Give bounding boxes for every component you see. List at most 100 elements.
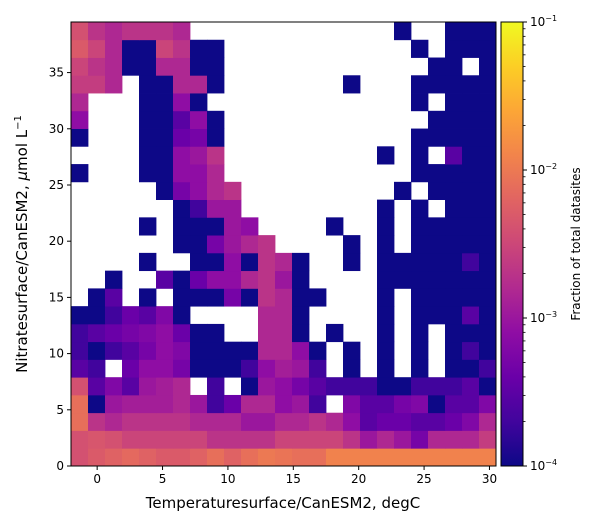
heatmap-cell [309, 430, 327, 449]
heatmap-cell [71, 430, 89, 449]
heatmap-cell [275, 288, 293, 307]
heatmap-cell [428, 181, 446, 200]
heatmap-cell [445, 217, 463, 236]
heatmap-cell [428, 57, 446, 76]
heatmap-cell [241, 448, 259, 467]
heatmap-cell [156, 448, 174, 467]
heatmap-cell [207, 57, 225, 76]
heatmap-cell [173, 39, 191, 58]
heatmap-cell [258, 252, 276, 272]
heatmap-cell [71, 75, 89, 94]
heatmap-cell [479, 394, 497, 414]
heatmap-cell [326, 448, 344, 467]
heatmap-cell [224, 217, 242, 236]
heatmap-cell [105, 75, 123, 94]
heatmap-cell [428, 412, 446, 431]
heatmap-cell [462, 199, 480, 218]
heatmap-cell [190, 110, 208, 129]
heatmap-cell [139, 217, 157, 236]
heatmap-cell [462, 181, 480, 200]
heatmap-cell [241, 359, 259, 378]
heatmap-cell [173, 306, 191, 325]
heatmap-cell [224, 235, 242, 254]
heatmap-cell [207, 39, 225, 58]
heatmap-cell [479, 110, 497, 129]
colorbar-label: Fraction of total datasites [569, 167, 583, 320]
heatmap-cell [309, 412, 327, 431]
heatmap-cell [139, 412, 157, 431]
heatmap-cell [190, 394, 208, 414]
heatmap-cell [326, 323, 344, 343]
heatmap-cell [156, 377, 174, 396]
heatmap-cell [139, 323, 157, 343]
y-axis: 0 5 10 15 20 25 30 35 [49, 66, 71, 473]
heatmap-cell [207, 270, 225, 289]
heatmap-cell [139, 377, 157, 396]
heatmap-cell [207, 359, 225, 378]
heatmap-cell [479, 146, 497, 165]
heatmap-cell [445, 75, 463, 94]
heatmap-cell [139, 394, 157, 414]
heatmap-cell [71, 39, 89, 58]
heatmap-cell [394, 377, 412, 396]
heatmap-cell [139, 57, 157, 76]
heatmap-cell [173, 110, 191, 129]
heatmap-cell [258, 430, 276, 449]
heatmap-cell [105, 377, 123, 396]
heatmap-cell [122, 448, 140, 467]
heatmap-cell [462, 306, 480, 325]
heatmap-cell [275, 323, 293, 343]
heatmap-cell [122, 377, 140, 396]
heatmap-cell [122, 306, 140, 325]
heatmap-cell [241, 430, 259, 449]
heatmap-cell [445, 306, 463, 325]
heatmap-cell [241, 235, 259, 254]
heatmap-cell [173, 377, 191, 396]
heatmap-cell [190, 412, 208, 431]
heatmap-cell [445, 448, 463, 467]
plot-frame [70, 21, 497, 467]
heatmap-cell [292, 323, 310, 343]
heatmap-cell [411, 359, 429, 378]
heatmap-cell [411, 235, 429, 254]
heatmap-cell [190, 323, 208, 343]
heatmap-cell [462, 377, 480, 396]
heatmap-cell [292, 288, 310, 307]
heatmap-cell [156, 39, 174, 58]
heatmap-cell [88, 323, 106, 343]
heatmap-cell [292, 448, 310, 467]
heatmap-cell [445, 394, 463, 414]
heatmap-cell [360, 412, 378, 431]
heatmap-cell [462, 270, 480, 289]
heatmap-cell [173, 57, 191, 76]
heatmap-cell [122, 359, 140, 378]
heatmap-cell [445, 323, 463, 343]
heatmap-cell [462, 110, 480, 129]
heatmap-cell [105, 270, 123, 289]
heatmap-cell [428, 448, 446, 467]
heatmap-cell [156, 394, 174, 414]
heatmap-cell [241, 377, 259, 396]
heatmap-cell [105, 288, 123, 307]
heatmap-cell [156, 146, 174, 165]
heatmap-cell [394, 181, 412, 200]
heatmap-cell [122, 394, 140, 414]
heatmap-cell [428, 430, 446, 449]
heatmap-cell [411, 146, 429, 165]
y-tick-label: 0 [56, 459, 64, 473]
heatmap-cell [207, 394, 225, 414]
heatmap-cell [173, 217, 191, 236]
heatmap-cell [326, 430, 344, 449]
heatmap-cell [173, 394, 191, 414]
heatmap-cell [411, 39, 429, 58]
heatmap-cell [224, 341, 242, 360]
heatmap-cell [156, 341, 174, 360]
heatmap-cell [292, 359, 310, 378]
heatmap-cell [462, 22, 480, 41]
heatmap-cell [462, 128, 480, 147]
heatmap-cell [190, 39, 208, 58]
heatmap-cell [275, 394, 293, 414]
heatmap-cell [309, 359, 327, 378]
heatmap-cell [139, 430, 157, 449]
heatmap-cell [462, 146, 480, 165]
